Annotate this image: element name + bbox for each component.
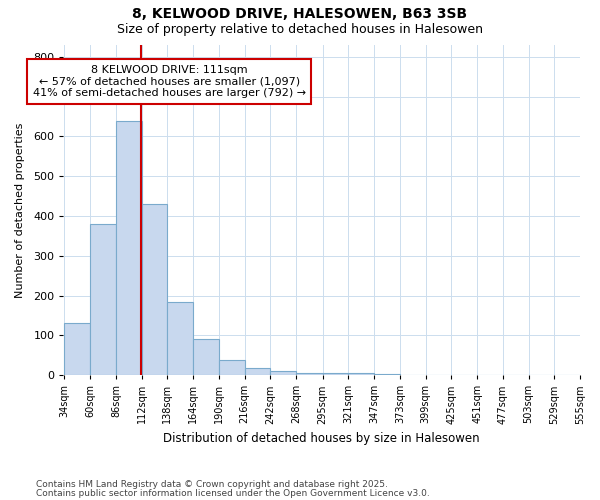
Bar [90, 224, 116, 375]
Bar [142, 204, 167, 375]
Bar [349, 373, 374, 375]
Bar [64, 324, 90, 375]
Text: 8, KELWOOD DRIVE, HALESOWEN, B63 3SB: 8, KELWOOD DRIVE, HALESOWEN, B63 3SB [133, 8, 467, 22]
Text: Size of property relative to detached houses in Halesowen: Size of property relative to detached ho… [117, 22, 483, 36]
Y-axis label: Number of detached properties: Number of detached properties [15, 122, 25, 298]
Bar [219, 360, 245, 375]
Text: Contains HM Land Registry data © Crown copyright and database right 2025.: Contains HM Land Registry data © Crown c… [36, 480, 388, 489]
Bar [167, 302, 193, 375]
X-axis label: Distribution of detached houses by size in Halesowen: Distribution of detached houses by size … [163, 432, 480, 445]
Bar [193, 338, 219, 375]
Bar [323, 373, 349, 375]
Bar [116, 120, 142, 375]
Bar [245, 368, 270, 375]
Text: Contains public sector information licensed under the Open Government Licence v3: Contains public sector information licen… [36, 488, 430, 498]
Bar [374, 374, 400, 375]
Bar [270, 371, 296, 375]
Bar [296, 373, 323, 375]
Text: 8 KELWOOD DRIVE: 111sqm
← 57% of detached houses are smaller (1,097)
41% of semi: 8 KELWOOD DRIVE: 111sqm ← 57% of detache… [33, 65, 306, 98]
